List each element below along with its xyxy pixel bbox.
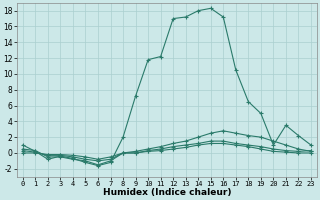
X-axis label: Humidex (Indice chaleur): Humidex (Indice chaleur) [103, 188, 231, 197]
